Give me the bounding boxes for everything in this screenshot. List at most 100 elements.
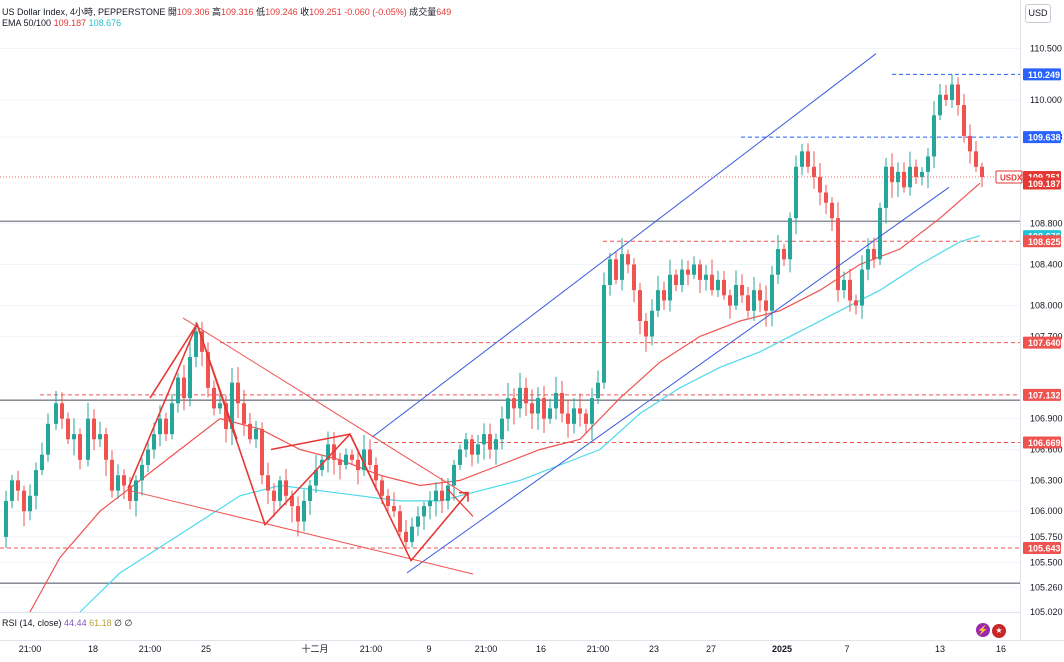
candle-body xyxy=(872,249,876,260)
time-tick-label: 21:00 xyxy=(475,644,498,654)
price-tick-label: 105.260 xyxy=(1030,582,1063,592)
candle-body xyxy=(16,480,20,491)
time-tick-label: 21:00 xyxy=(360,644,383,654)
price-labels: 110.249109.638109.251USDX109.187108.6761… xyxy=(995,68,1061,554)
candle-body xyxy=(22,490,26,512)
candle-body xyxy=(242,403,246,424)
lightning-icon[interactable]: ⚡ xyxy=(976,623,990,637)
price-label-text: 109.251 xyxy=(1028,172,1061,182)
ema-label: EMA 50/100 xyxy=(2,18,52,28)
candle-body xyxy=(158,418,162,435)
price-label-text: 108.625 xyxy=(1028,237,1061,247)
candle-body xyxy=(350,454,354,460)
candle-body xyxy=(296,506,300,522)
symbol-tag-box xyxy=(995,170,1023,184)
candle-body xyxy=(230,382,234,429)
rsi-legend: RSI (14, close) 44.44 61.18 ∅ ∅ xyxy=(2,618,132,629)
candle-body xyxy=(794,166,798,219)
price-tick-label: 106.000 xyxy=(1030,506,1063,516)
candle-body xyxy=(266,475,270,491)
candle-body xyxy=(902,171,906,188)
candle-body xyxy=(446,485,450,501)
candle-body xyxy=(362,449,366,471)
candle-body xyxy=(66,418,70,440)
candle-body xyxy=(848,279,852,301)
candle-body xyxy=(734,285,738,306)
candle-body xyxy=(656,290,660,311)
price-label-text: 107.132 xyxy=(1028,390,1061,400)
price-label-text: 107.640 xyxy=(1028,338,1061,348)
candle-body xyxy=(308,485,312,501)
candle-body xyxy=(200,331,204,352)
candle-body xyxy=(800,151,804,167)
candle-body xyxy=(914,166,918,178)
candle-body xyxy=(524,387,528,404)
candle-body xyxy=(632,264,636,291)
candle-body xyxy=(54,403,58,424)
candle-body xyxy=(422,506,426,517)
candle-body xyxy=(272,490,276,501)
candle-body xyxy=(146,449,150,465)
candle-body xyxy=(506,398,510,419)
candle-body xyxy=(416,516,420,527)
candle-body xyxy=(776,249,780,275)
candle-body xyxy=(458,449,462,465)
candle-body xyxy=(770,274,774,311)
candle-body xyxy=(968,135,972,152)
candle-body xyxy=(908,166,912,188)
price-label-box xyxy=(1023,436,1061,449)
candle-body xyxy=(536,398,540,414)
currency-button[interactable]: USD xyxy=(1025,4,1051,23)
us-flag-icon[interactable]: ★ xyxy=(992,624,1006,638)
price-tick-label: 105.750 xyxy=(1030,532,1063,542)
candle-body xyxy=(104,434,108,460)
low-label: 低 xyxy=(256,7,266,17)
arrow-tail xyxy=(446,488,474,517)
candle-body xyxy=(620,254,624,280)
candle-body xyxy=(830,202,834,219)
candle-body xyxy=(530,403,534,414)
ema50-value: 109.187 xyxy=(53,18,87,28)
candle-body xyxy=(596,382,600,399)
symbol-tag-text: USDX xyxy=(1000,173,1023,182)
candle-body xyxy=(452,464,456,486)
price-tick-label: 110.500 xyxy=(1030,44,1062,54)
candle-body xyxy=(34,470,38,496)
candle-body xyxy=(818,177,822,193)
candle-body xyxy=(944,94,948,100)
candle-body xyxy=(842,279,846,291)
ema50-line xyxy=(29,182,981,613)
candle-body xyxy=(434,490,438,501)
candle-body xyxy=(494,439,498,450)
close-label: 收 xyxy=(300,7,310,17)
candle-body xyxy=(440,490,444,501)
candle-body xyxy=(428,500,432,507)
candle-body xyxy=(374,464,378,481)
candle-body xyxy=(464,439,468,450)
candle-body xyxy=(836,218,840,291)
candle-body xyxy=(608,259,612,286)
candle-body xyxy=(962,105,966,136)
candles xyxy=(4,74,984,548)
price-tick-label: 106.900 xyxy=(1030,414,1063,424)
price-label-box xyxy=(1023,68,1061,81)
candle-body xyxy=(584,413,588,424)
candle-body xyxy=(566,413,570,424)
candle-body xyxy=(686,269,690,275)
symbol-line: US Dollar Index, 4小時, PEPPERSTONE xyxy=(2,7,166,17)
candle-body xyxy=(10,480,14,501)
time-axis: 21:00 18 21:00 25 十二月 21:00 9 21:00 16 21:00 23 27 2… xyxy=(19,643,1006,654)
dashed-levels xyxy=(0,73,1020,549)
candle-body xyxy=(170,403,174,435)
candle-body xyxy=(78,434,82,460)
channel-lower-line xyxy=(406,186,950,574)
high-label: 高 xyxy=(211,7,221,17)
candle-body xyxy=(98,434,102,440)
candle-body xyxy=(326,444,330,460)
zigzag-leg xyxy=(149,323,198,399)
candle-body xyxy=(752,290,756,311)
candle-body xyxy=(134,480,138,501)
time-tick-label: 13 xyxy=(935,644,945,654)
candle-body xyxy=(500,418,504,440)
